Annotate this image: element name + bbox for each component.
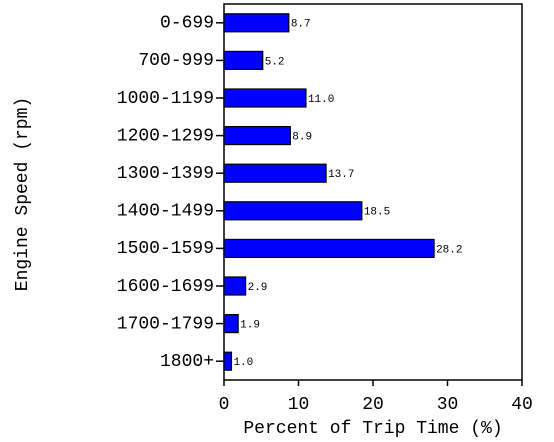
y-tick-label: 0-699	[160, 14, 214, 34]
value-label: 18.5	[364, 207, 390, 219]
bar	[223, 125, 291, 146]
y-tick-label: 1500-1599	[117, 239, 214, 259]
y-tick-label: 1200-1299	[117, 126, 214, 146]
value-label: 8.7	[291, 19, 311, 31]
bar	[223, 88, 307, 108]
x-tick-label: 0	[219, 395, 230, 415]
bar	[223, 276, 247, 296]
bar	[223, 314, 239, 334]
value-label: 13.7	[328, 169, 354, 181]
y-tick-label: 1300-1399	[117, 164, 214, 184]
bar	[223, 201, 363, 221]
bar	[223, 163, 327, 183]
y-tick-label: 1700-1799	[117, 314, 214, 334]
value-label: 8.9	[292, 132, 312, 144]
value-label: 5.2	[265, 56, 285, 68]
y-axis-label: Engine Speed (rpm)	[13, 97, 33, 291]
value-label: 2.9	[248, 282, 268, 294]
x-axis-label: Percent of Trip Time (%)	[243, 419, 502, 439]
value-label: 11.0	[308, 94, 334, 106]
y-tick-label: 700-999	[138, 51, 214, 71]
x-tick-label: 30	[437, 395, 459, 415]
bar	[223, 351, 233, 371]
x-tick-label: 40	[511, 395, 533, 415]
y-tick-label: 1000-1199	[117, 89, 214, 109]
y-tick-label: 1800+	[160, 352, 214, 372]
value-label: 1.0	[233, 357, 253, 369]
bar	[223, 50, 264, 71]
bar	[223, 13, 290, 33]
y-tick-label: 1600-1699	[117, 277, 214, 297]
value-label: 1.9	[240, 320, 260, 332]
x-tick-label: 10	[288, 395, 310, 415]
x-tick-label: 20	[362, 395, 384, 415]
y-tick-label: 1400-1499	[117, 202, 214, 222]
bar	[223, 238, 435, 258]
value-label: 28.2	[436, 244, 462, 256]
